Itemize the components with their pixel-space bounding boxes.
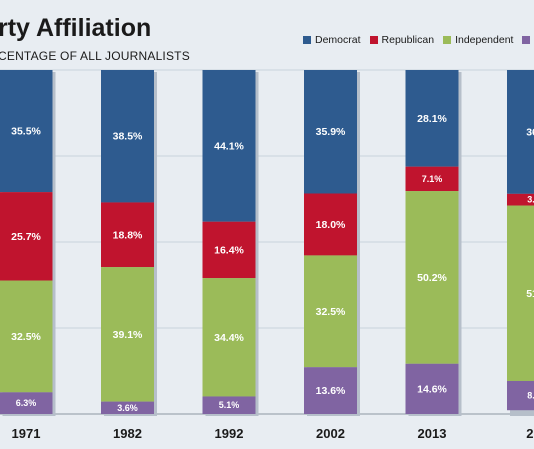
data-label: 5.1% [219,400,240,410]
data-label: 18.8% [113,229,143,241]
bar-group-20: 36. 3.4 51. 8.5 [507,70,534,416]
legend-item-republican: Republican [369,34,435,46]
bar-segment-democrat-2002 [304,70,357,194]
bar-segment-republican-1992 [202,221,256,279]
data-label: 50.2% [417,272,447,284]
bar-segment-republican-20 [507,193,534,206]
bar-group-1992: 44.1% 16.4% 34.4% 5.1% [202,70,259,416]
data-label: 25.7% [11,231,41,243]
bar-segment-independent-2013 [405,191,459,364]
data-label: 39.1% [113,329,143,341]
bar-segment-other-1992 [202,396,256,414]
bar-segment-democrat-2013 [405,70,459,167]
data-label: 18.0% [316,219,346,231]
bar-segment-republican-2013 [405,166,459,192]
legend-swatch-independent [443,36,452,44]
data-label: 44.1% [214,140,244,152]
bar-segment-other-1971 [0,392,53,414]
legend-item-independent: Independent [443,34,513,46]
data-label: 3.4 [527,195,534,205]
data-label: 32.5% [11,331,41,343]
data-label: 34.4% [214,332,244,344]
bar-segment-democrat-1982 [101,70,154,203]
bar-segment-republican-2002 [304,193,357,256]
bar-group-2002: 35.9% 18.0% 32.5% 13.6% [304,70,360,416]
legend-item-democrat: Democrat [303,34,361,46]
data-label: 3.6% [117,403,138,413]
bar-segment-democrat-20 [507,70,534,194]
bar-segment-other-1982 [101,401,154,414]
data-label: 32.5% [316,306,346,318]
legend-swatch-democrat [303,36,311,44]
x-tick-label: 1992 [215,426,244,441]
legend-label-independent: Independent [455,34,514,46]
x-tick-label: 2002 [316,426,345,441]
bar-group-2013: 28.1% 7.1% 50.2% 14.6% [405,70,462,416]
bar-segment-other-2002 [304,367,357,414]
bar-group-1971: 35.5% 25.7% 32.5% 6.3% [0,70,56,416]
bar-segment-republican-1982 [101,202,154,268]
data-label: 51. [526,288,534,300]
data-label: 7.1% [422,174,443,184]
x-tick-label: 1982 [113,426,142,441]
x-tick-label: 1971 [12,426,41,441]
chart-subtitle: CENTAGE OF ALL JOURNALISTS [0,49,190,63]
bar-segment-independent-20 [507,205,534,381]
bar-group-1982: 38.5% 18.8% 39.1% 3.6% [101,70,157,416]
bar-segment-other-20 [507,380,534,411]
legend-label-democrat: Democrat [315,34,361,46]
chart-title: rty Affiliation [0,14,152,42]
legend-item-other [522,36,534,44]
bar-segment-other-2013 [405,363,459,414]
bar-segment-republican-1971 [0,192,53,281]
bar-segment-independent-1971 [0,280,53,393]
data-label: 35.5% [11,126,41,138]
x-tick-label: 2013 [418,426,447,441]
data-label: 13.6% [316,385,346,397]
bar-segment-democrat-1992 [202,70,256,222]
data-label: 6.3% [16,398,37,408]
data-label: 35.9% [316,126,346,138]
data-label: 8.5 [527,391,534,401]
x-tick-label: 20 [526,426,534,441]
data-label: 36. [526,126,534,138]
data-label: 38.5% [113,131,143,143]
data-label: 28.1% [417,113,447,125]
legend: Democrat Republican Independent [303,34,534,46]
bar-segment-independent-2002 [304,255,357,368]
bar-segment-independent-1982 [101,267,154,402]
legend-swatch-other [522,36,531,44]
data-label: 14.6% [417,383,447,395]
bar-segment-democrat-1971 [0,70,53,193]
bar-segment-independent-1992 [202,278,256,397]
legend-swatch-republican [369,36,378,44]
data-label: 16.4% [214,244,244,256]
legend-label-republican: Republican [381,34,435,46]
